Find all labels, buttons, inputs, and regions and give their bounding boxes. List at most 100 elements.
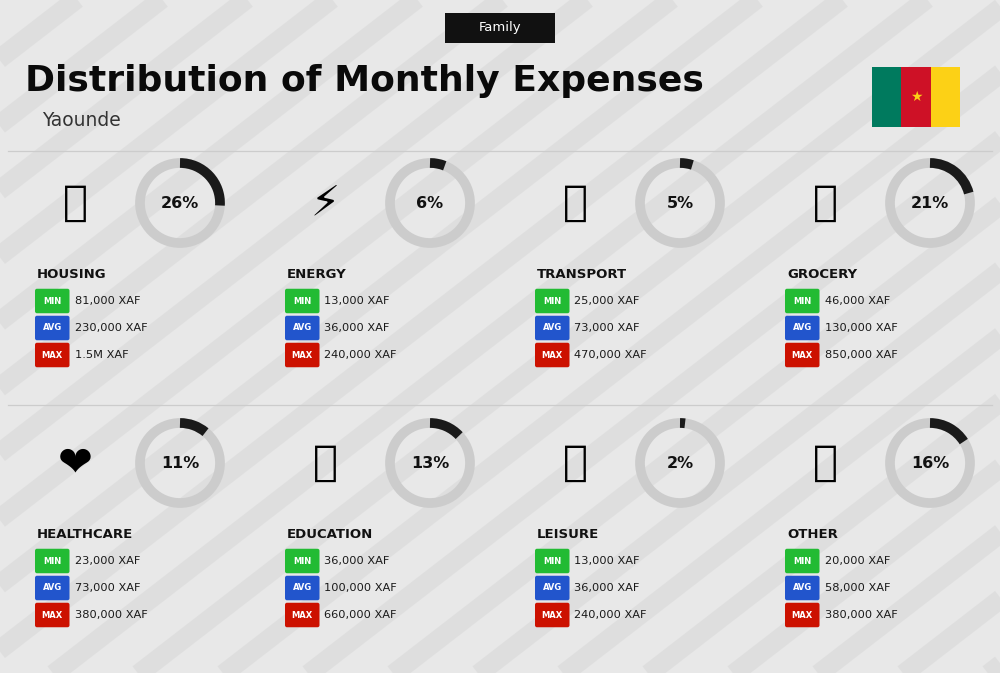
Text: MIN: MIN (293, 557, 311, 565)
Text: Yaounde: Yaounde (42, 112, 121, 131)
Text: 36,000 XAF: 36,000 XAF (574, 583, 640, 593)
Text: ⚡: ⚡ (310, 182, 340, 224)
Text: 13,000 XAF: 13,000 XAF (324, 296, 390, 306)
FancyBboxPatch shape (35, 548, 70, 573)
Text: AVG: AVG (293, 324, 312, 332)
Text: OTHER: OTHER (787, 528, 838, 542)
Text: MAX: MAX (42, 610, 63, 620)
Text: AVG: AVG (543, 583, 562, 592)
FancyBboxPatch shape (285, 289, 320, 313)
FancyBboxPatch shape (535, 289, 570, 313)
Text: MAX: MAX (292, 610, 313, 620)
Text: MIN: MIN (43, 297, 61, 306)
Text: 100,000 XAF: 100,000 XAF (324, 583, 397, 593)
FancyBboxPatch shape (35, 575, 70, 600)
Text: 36,000 XAF: 36,000 XAF (324, 323, 390, 333)
Text: MIN: MIN (543, 297, 561, 306)
Text: EDUCATION: EDUCATION (287, 528, 373, 542)
FancyBboxPatch shape (35, 343, 70, 367)
Text: 850,000 XAF: 850,000 XAF (825, 350, 897, 360)
Text: 46,000 XAF: 46,000 XAF (825, 296, 890, 306)
FancyBboxPatch shape (535, 343, 570, 367)
Text: 16%: 16% (911, 456, 949, 470)
FancyBboxPatch shape (901, 67, 931, 127)
FancyBboxPatch shape (35, 603, 70, 627)
Text: AVG: AVG (543, 324, 562, 332)
Text: MAX: MAX (792, 351, 813, 359)
Text: 🛒: 🛒 (812, 182, 838, 224)
Text: MIN: MIN (543, 557, 561, 565)
Text: MIN: MIN (793, 557, 811, 565)
FancyBboxPatch shape (535, 575, 570, 600)
Text: 2%: 2% (666, 456, 694, 470)
FancyBboxPatch shape (785, 289, 820, 313)
Text: 240,000 XAF: 240,000 XAF (574, 610, 647, 620)
FancyBboxPatch shape (285, 575, 320, 600)
Text: 81,000 XAF: 81,000 XAF (75, 296, 140, 306)
Text: 380,000 XAF: 380,000 XAF (825, 610, 897, 620)
Text: MAX: MAX (542, 610, 563, 620)
FancyBboxPatch shape (285, 343, 320, 367)
FancyBboxPatch shape (535, 603, 570, 627)
Text: AVG: AVG (43, 583, 62, 592)
FancyBboxPatch shape (445, 13, 555, 43)
Text: AVG: AVG (293, 583, 312, 592)
Text: 13%: 13% (411, 456, 449, 470)
FancyBboxPatch shape (872, 67, 901, 127)
Text: TRANSPORT: TRANSPORT (537, 269, 627, 281)
Text: 470,000 XAF: 470,000 XAF (574, 350, 647, 360)
Text: HEALTHCARE: HEALTHCARE (37, 528, 133, 542)
Text: 🚌: 🚌 (562, 182, 588, 224)
Text: MAX: MAX (542, 351, 563, 359)
Text: 23,000 XAF: 23,000 XAF (75, 556, 140, 566)
FancyBboxPatch shape (785, 575, 820, 600)
Text: Distribution of Monthly Expenses: Distribution of Monthly Expenses (25, 64, 704, 98)
FancyBboxPatch shape (785, 603, 820, 627)
Text: Family: Family (479, 22, 521, 34)
Text: AVG: AVG (793, 324, 812, 332)
FancyBboxPatch shape (785, 343, 820, 367)
FancyBboxPatch shape (285, 603, 320, 627)
Text: AVG: AVG (793, 583, 812, 592)
Text: 21%: 21% (911, 195, 949, 211)
Text: 73,000 XAF: 73,000 XAF (574, 323, 640, 333)
Text: 1.5M XAF: 1.5M XAF (75, 350, 128, 360)
Text: HOUSING: HOUSING (37, 269, 107, 281)
Text: 5%: 5% (666, 195, 694, 211)
Text: MAX: MAX (792, 610, 813, 620)
Text: ❤: ❤ (58, 442, 92, 484)
Text: ★: ★ (910, 90, 922, 104)
Text: 🛍: 🛍 (562, 442, 588, 484)
FancyBboxPatch shape (535, 316, 570, 341)
Text: 25,000 XAF: 25,000 XAF (574, 296, 640, 306)
FancyBboxPatch shape (35, 289, 70, 313)
Text: 380,000 XAF: 380,000 XAF (75, 610, 147, 620)
FancyBboxPatch shape (285, 548, 320, 573)
Text: 13,000 XAF: 13,000 XAF (574, 556, 640, 566)
Text: AVG: AVG (43, 324, 62, 332)
Text: 26%: 26% (161, 195, 199, 211)
Text: ENERGY: ENERGY (287, 269, 347, 281)
Text: MIN: MIN (43, 557, 61, 565)
Text: 🏢: 🏢 (62, 182, 88, 224)
Text: 20,000 XAF: 20,000 XAF (825, 556, 890, 566)
Text: MIN: MIN (793, 297, 811, 306)
Text: 73,000 XAF: 73,000 XAF (75, 583, 140, 593)
FancyBboxPatch shape (931, 67, 960, 127)
Text: 130,000 XAF: 130,000 XAF (825, 323, 897, 333)
Text: 240,000 XAF: 240,000 XAF (324, 350, 397, 360)
FancyBboxPatch shape (785, 316, 820, 341)
FancyBboxPatch shape (535, 548, 570, 573)
Text: LEISURE: LEISURE (537, 528, 599, 542)
Text: MAX: MAX (42, 351, 63, 359)
FancyBboxPatch shape (785, 548, 820, 573)
Text: 🎓: 🎓 (312, 442, 338, 484)
Text: MAX: MAX (292, 351, 313, 359)
Text: 36,000 XAF: 36,000 XAF (324, 556, 390, 566)
Text: MIN: MIN (293, 297, 311, 306)
Text: GROCERY: GROCERY (787, 269, 857, 281)
Text: 230,000 XAF: 230,000 XAF (75, 323, 147, 333)
Text: 58,000 XAF: 58,000 XAF (825, 583, 890, 593)
Text: 💰: 💰 (812, 442, 838, 484)
Text: 660,000 XAF: 660,000 XAF (324, 610, 397, 620)
